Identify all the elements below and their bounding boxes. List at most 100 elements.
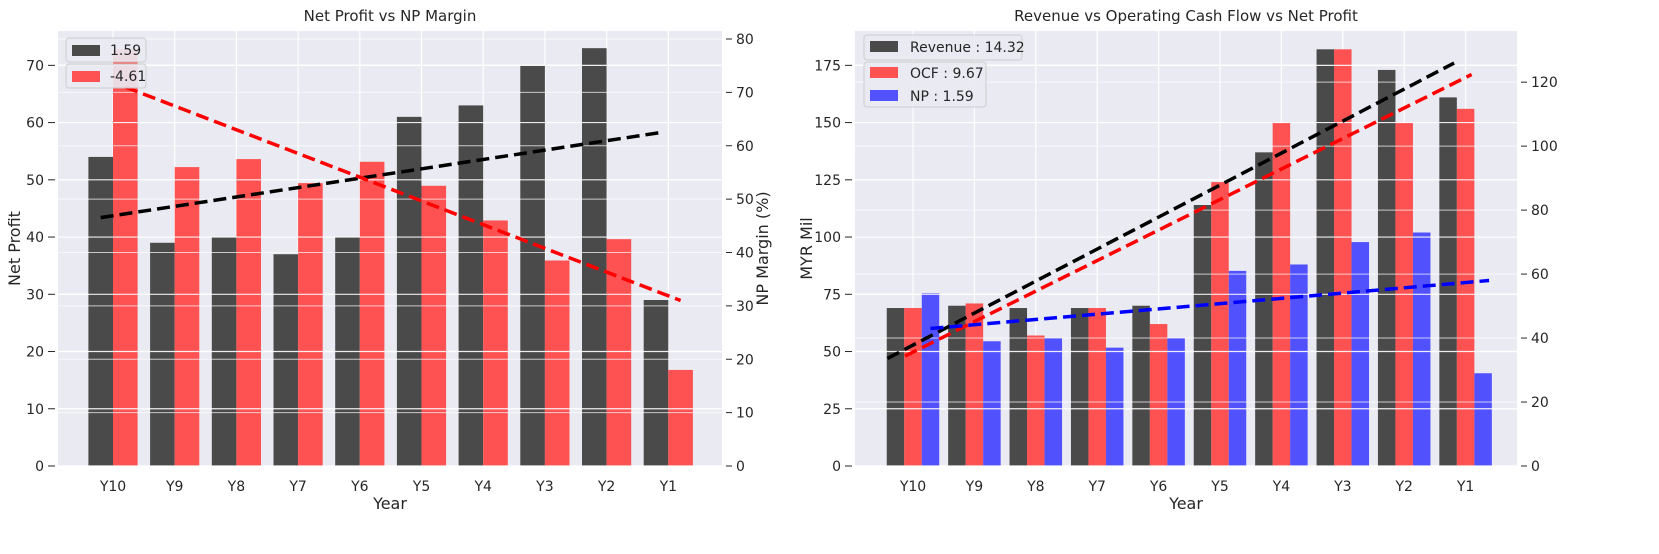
bar-461-y7 [298, 183, 323, 466]
y2-tick-label: 80 [736, 32, 754, 48]
bar-159-y7 [273, 254, 299, 466]
bar-461-y6 [359, 161, 385, 466]
bar-461-y10 [113, 49, 138, 467]
x-tick-label: Y4 [473, 479, 492, 495]
legend-box [863, 34, 1023, 61]
y-tick-label: 25 [823, 402, 841, 418]
legend-swatch [72, 45, 100, 56]
y-axis-label: MYR Mil [797, 217, 816, 279]
y2-tick-label: 0 [736, 459, 745, 475]
y2-tick-label: 70 [736, 85, 754, 101]
x-tick-label: Y6 [350, 479, 369, 495]
x-tick-label: Y10 [99, 479, 126, 495]
legend-swatch [870, 90, 898, 101]
x-tick-label: Y4 [1272, 479, 1291, 495]
bar-ocf967-y5 [1211, 182, 1229, 466]
chart-1: 0 10 20 30 40 50 60 70 0 10 20 30 40 50 60 70 80 Y10 Y9 Y8 Y… [5, 7, 772, 513]
x-tick-label: Y1 [659, 479, 677, 495]
y-tick-label: 0 [832, 459, 841, 475]
legend-label: Revenue : 14.32 [910, 40, 1025, 56]
bar-461-y8 [236, 159, 261, 467]
bar-revenue1432-y10 [886, 308, 905, 466]
bar-159-y5 [396, 116, 422, 467]
bar-ocf967-y3 [1334, 49, 1352, 466]
legend-label: NP : 1.59 [910, 89, 974, 105]
x-axis-label: Year [372, 494, 407, 513]
bar-159-y2 [582, 48, 607, 466]
bar-159-y1 [643, 300, 669, 466]
bar-revenue1432-y9 [948, 305, 966, 466]
chart-title: Revenue vs Operating Cash Flow vs Net Pr… [1014, 7, 1358, 25]
bar-revenue1432-y2 [1377, 69, 1396, 466]
y2-tick-label: 50 [736, 192, 754, 208]
bar-np159-y4 [1290, 264, 1308, 466]
bar-461-y2 [606, 239, 632, 466]
y-tick-label: 0 [35, 459, 44, 475]
y-tick-label: 125 [814, 173, 841, 189]
legend-label: -4.61 [110, 69, 146, 85]
y2-axis-label: NP Margin (%) [753, 191, 772, 305]
bar-159-y9 [150, 242, 175, 466]
y-tick-label: 150 [814, 116, 841, 132]
bar-ocf967-y10 [904, 308, 922, 466]
y2-tick-label: 60 [736, 139, 754, 155]
y-tick-label: 60 [26, 116, 44, 132]
bar-revenue1432-y3 [1316, 49, 1335, 466]
bar-159-y4 [458, 105, 484, 466]
y2-tick-label: 0 [1531, 459, 1540, 475]
bar-revenue1432-y1 [1439, 97, 1457, 466]
y-tick-label: 20 [26, 345, 44, 361]
bar-ocf967-y6 [1149, 324, 1168, 466]
bar-461-y1 [668, 369, 693, 466]
x-tick-label: Y2 [1394, 479, 1412, 495]
y2-tick-label: 100 [1531, 139, 1558, 155]
bar-np159-y2 [1412, 232, 1431, 466]
x-axis-label: Year [1168, 494, 1203, 513]
bar-461-y9 [174, 167, 200, 466]
y2-tick-label: 80 [1531, 203, 1549, 219]
chart-title: Net Profit vs NP Margin [304, 7, 477, 25]
x-tick-label: Y2 [597, 479, 615, 495]
bar-461-y4 [483, 220, 508, 466]
trendline-1 [886, 61, 1455, 360]
bar-ocf967-y1 [1456, 108, 1475, 466]
y-tick-label: 50 [823, 345, 841, 361]
legend-label: 1.59 [110, 43, 141, 59]
y-tick-label: 50 [26, 173, 44, 189]
x-tick-label: Y5 [1210, 479, 1228, 495]
x-tick-label: Y8 [1026, 479, 1044, 495]
bar-revenue1432-y7 [1070, 308, 1089, 466]
x-tick-label: Y6 [1149, 479, 1168, 495]
y-axis-label: Net Profit [5, 211, 24, 286]
bar-461-y3 [544, 260, 570, 466]
legend-swatch [72, 71, 100, 82]
legend-label: OCF : 9.67 [910, 66, 984, 82]
y2-tick-label: 30 [736, 299, 754, 315]
x-tick-label: Y7 [288, 479, 306, 495]
bar-ocf967-y7 [1088, 308, 1106, 466]
x-tick-label: Y8 [227, 479, 245, 495]
bar-revenue1432-y6 [1132, 305, 1150, 466]
bar-revenue1432-y4 [1255, 152, 1273, 466]
bar-np159-y1 [1474, 373, 1492, 466]
x-tick-label: Y9 [965, 479, 983, 495]
y-tick-label: 70 [26, 58, 44, 74]
y2-tick-label: 40 [736, 246, 754, 262]
x-tick-label: Y10 [899, 479, 926, 495]
trendline-2 [124, 85, 682, 303]
y2-tick-label: 10 [736, 406, 754, 422]
bar-ocf967-y8 [1027, 335, 1045, 466]
x-tick-label: Y7 [1087, 479, 1105, 495]
x-tick-label: Y3 [535, 479, 553, 495]
y-tick-label: 10 [26, 402, 44, 418]
y-tick-label: 30 [26, 287, 44, 303]
bar-revenue1432-y5 [1193, 205, 1212, 466]
bar-ocf967-y9 [965, 303, 984, 466]
x-tick-label: Y9 [165, 479, 183, 495]
bar-461-y5 [421, 185, 447, 466]
x-tick-label: Y1 [1456, 479, 1474, 495]
bar-np159-y3 [1351, 242, 1370, 466]
chart-2: 0 25 50 75 100 125 150 175 0 20 40 60 80 100 120 Y10 Y9 Y… [797, 7, 1558, 513]
trendline-2 [904, 72, 1473, 358]
